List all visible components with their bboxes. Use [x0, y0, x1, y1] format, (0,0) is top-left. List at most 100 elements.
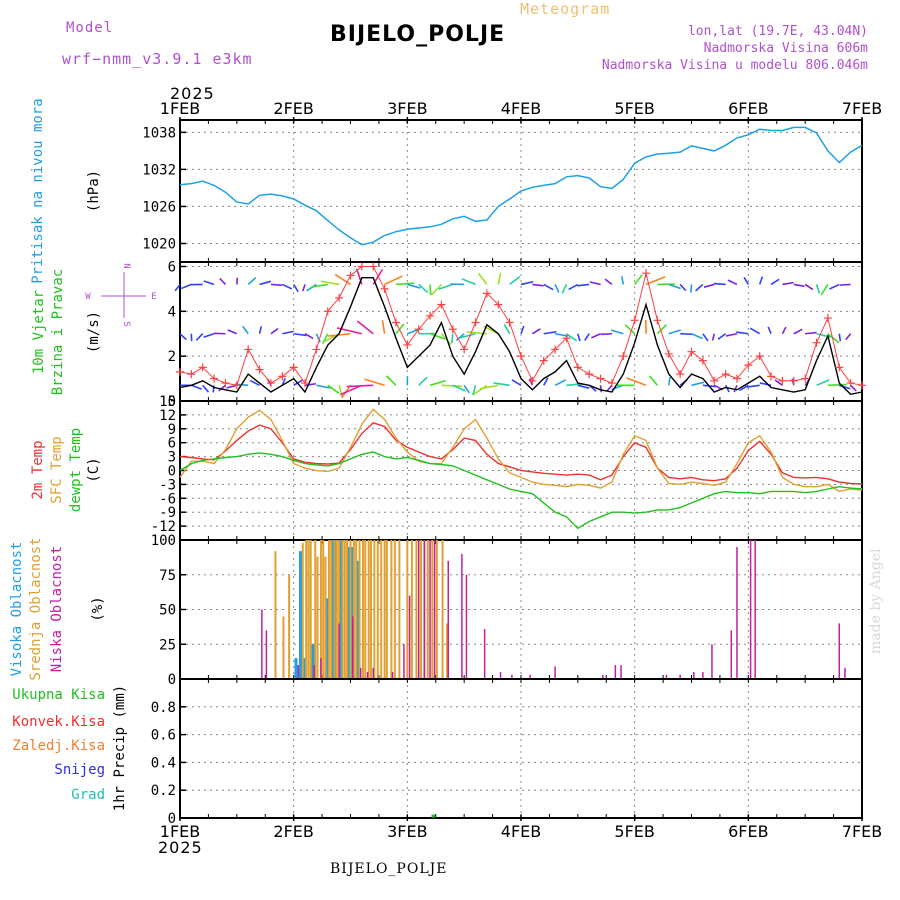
wind-arrow — [839, 384, 851, 390]
wind-arrow — [461, 278, 476, 286]
wind-arrow — [606, 384, 613, 392]
temp-unit: (C) — [86, 457, 102, 482]
gust-marker — [187, 370, 196, 379]
wind-arrow — [395, 323, 405, 335]
gust-marker — [312, 345, 321, 354]
gust-marker — [744, 361, 753, 370]
wind-arrow — [191, 384, 202, 390]
wind-arrow — [591, 333, 601, 339]
gust-marker — [573, 363, 582, 372]
wind-arrow — [395, 282, 415, 286]
compass-w: W — [85, 292, 91, 302]
x-label-bottom: 1FEB — [160, 822, 200, 841]
wind-arrow — [281, 377, 286, 386]
y-tick-label: 0 — [168, 464, 176, 480]
wind-arrow — [604, 278, 613, 286]
wind-arrow — [320, 280, 340, 286]
wind-arrow — [691, 333, 703, 340]
wind-arrow — [568, 283, 579, 291]
gust-marker — [539, 356, 548, 365]
wind-arrow — [770, 278, 780, 286]
wind-arrow — [203, 280, 215, 286]
compass-s: S — [121, 321, 131, 326]
wind-arrow — [212, 385, 215, 393]
wind-arrow — [310, 283, 328, 289]
wind-arrow — [281, 283, 293, 290]
wind-arrow — [767, 326, 772, 335]
wind-arrow — [418, 283, 429, 294]
wind-arrow — [328, 332, 351, 337]
gust-marker — [767, 372, 776, 381]
wind-arrow — [509, 275, 521, 286]
wind-arrow — [815, 284, 821, 294]
wind-arrow — [334, 273, 351, 286]
station-title: BIJELO_POLJE — [330, 22, 506, 47]
gust-marker — [482, 289, 491, 298]
y-tick-label: 0.8 — [151, 700, 176, 716]
x-label-top: 6FEB — [728, 99, 768, 118]
wind-arrow — [480, 384, 499, 390]
y-tick-label: 4 — [168, 304, 176, 320]
x-label-top: 4FEB — [501, 99, 541, 118]
wind-arrow — [429, 284, 432, 295]
gust-marker — [346, 271, 355, 280]
gust-marker — [789, 376, 798, 385]
gust-marker — [778, 376, 787, 385]
gust-marker — [403, 340, 412, 349]
temp-line-1 — [179, 408, 863, 493]
gust-marker — [289, 363, 298, 372]
wind-arrow — [746, 384, 760, 388]
wind-arrow — [668, 283, 681, 290]
wind-arrow — [520, 325, 525, 335]
gust-marker — [471, 318, 480, 327]
wind-arrow — [202, 384, 210, 393]
gust-marker — [823, 314, 832, 323]
wind-arrow — [218, 384, 226, 392]
wind-arrow — [827, 383, 847, 387]
wind-arrow — [270, 283, 283, 287]
wind-arrow — [460, 332, 476, 339]
wind-arrow — [430, 283, 443, 296]
wind-arrow — [543, 377, 549, 386]
wind-arrow — [477, 272, 488, 285]
wind-arrow — [774, 379, 783, 386]
wind-arrow — [493, 382, 510, 387]
compass-n: N — [121, 263, 131, 268]
wind-arrow — [418, 376, 428, 386]
wind-arrow — [195, 333, 204, 341]
wind-arrow — [452, 384, 467, 392]
gust-marker — [244, 345, 253, 354]
wind-arrow — [181, 283, 192, 290]
meteogram-label: Meteogram — [520, 0, 611, 18]
wind-arrow — [566, 383, 582, 387]
wind-arrow — [645, 276, 666, 286]
wind-panel: 0 2 4 6 — [168, 259, 866, 410]
gust-marker — [710, 376, 719, 385]
precip-legend-0: Ukupna Kisa — [12, 687, 105, 703]
gust-marker — [812, 338, 821, 347]
wind-arrow — [520, 280, 534, 286]
wind-arrow — [781, 326, 787, 335]
wind-arrow — [793, 283, 805, 288]
y-tick-label: 1032 — [142, 162, 176, 178]
gust-marker — [460, 345, 469, 354]
precip-legend-3: Snijeg — [54, 762, 105, 778]
wind-arrow — [356, 320, 374, 335]
wind-arrow — [724, 384, 730, 393]
gust-marker — [335, 293, 344, 302]
wind-arrow — [626, 377, 647, 387]
wind-arrow — [749, 327, 761, 335]
gust-marker — [414, 325, 423, 334]
wind-arrow — [346, 384, 374, 388]
gust-marker — [846, 379, 855, 388]
gust-marker — [437, 300, 446, 309]
gust-marker — [721, 370, 730, 379]
gust-marker — [619, 352, 628, 361]
x-label-top: 7FEB — [842, 99, 882, 118]
gust-marker — [585, 370, 594, 379]
wind-arrow — [304, 382, 317, 387]
model-label: Model — [66, 20, 114, 36]
wind-arrow — [711, 333, 716, 341]
pressure-unit: (hPa) — [86, 170, 102, 212]
